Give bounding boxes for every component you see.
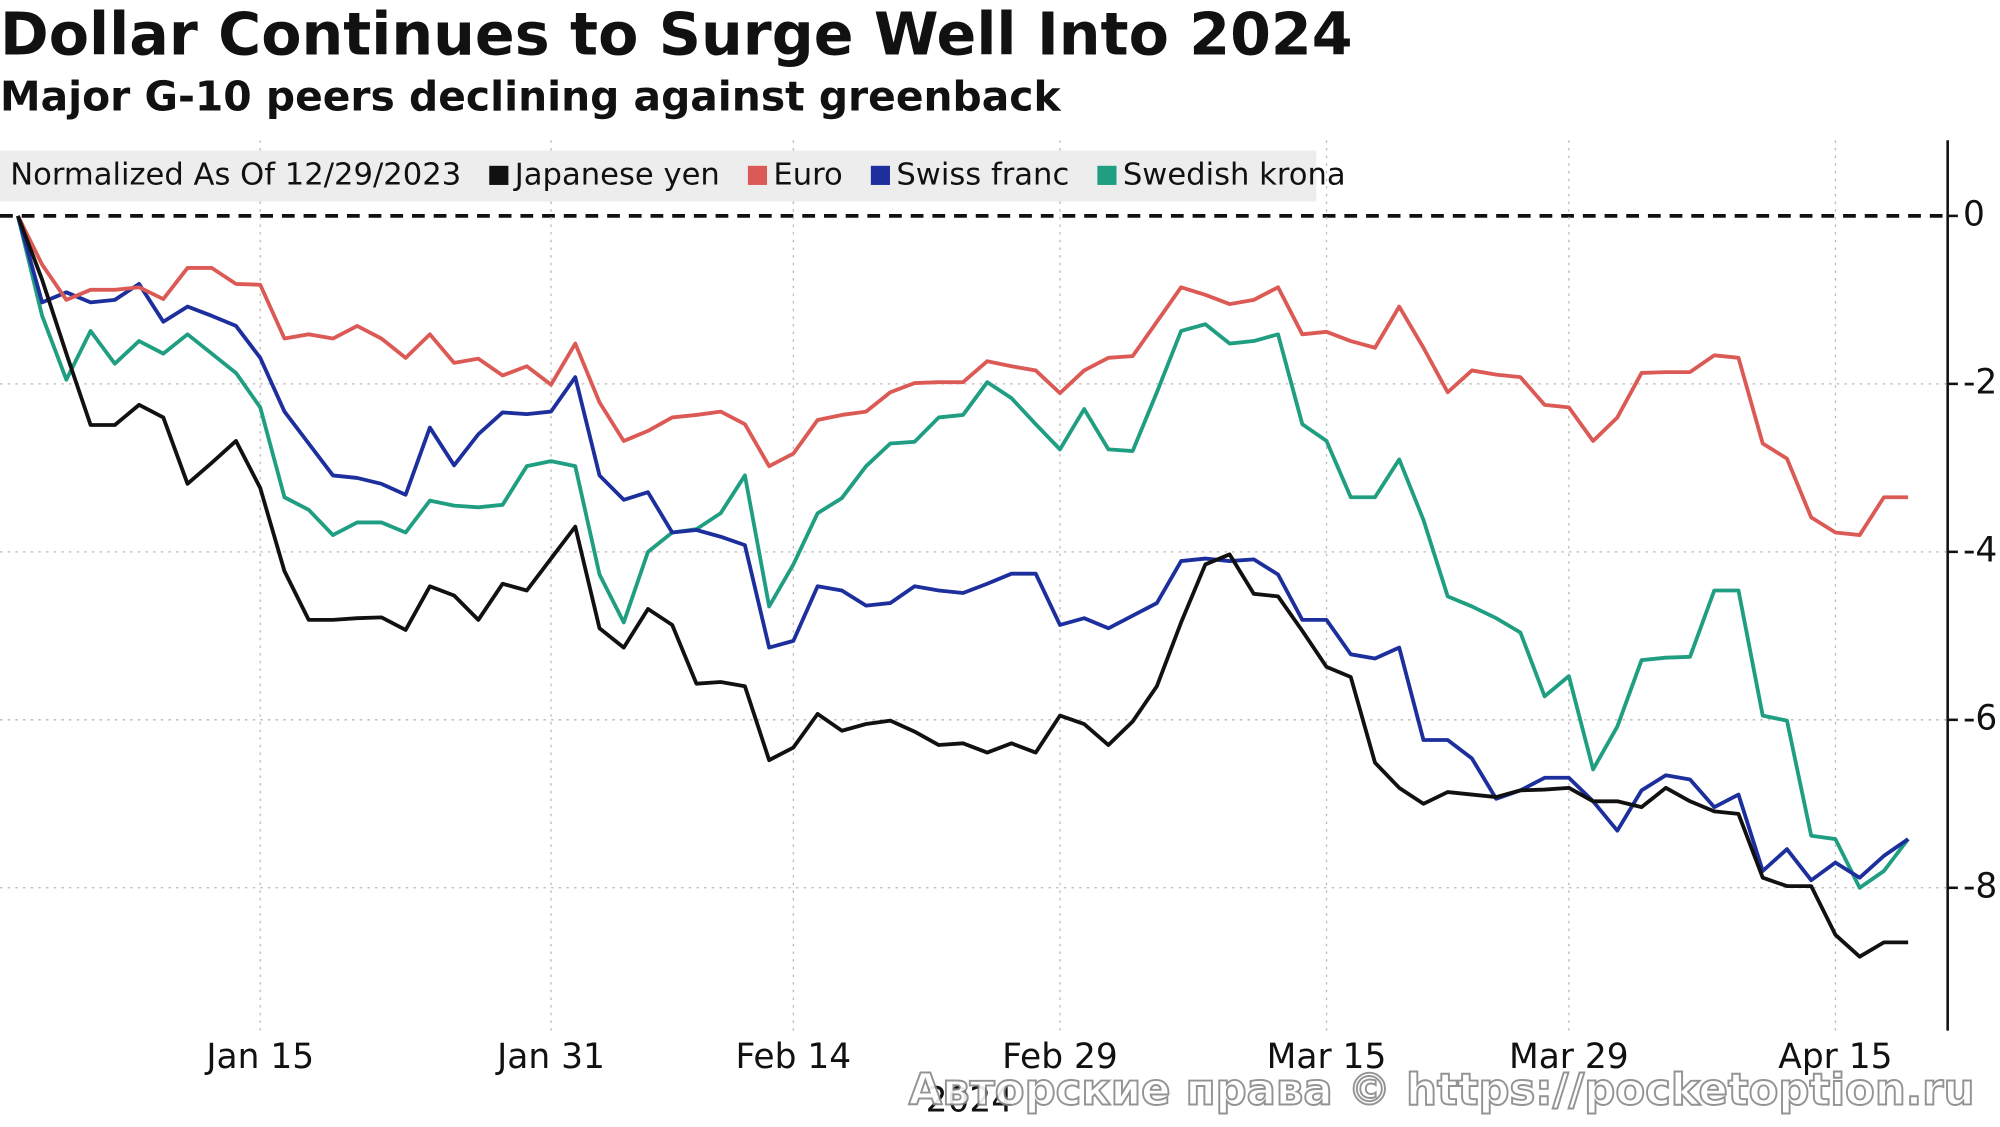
legend: Japanese yen Euro Swiss franc Swedish krona xyxy=(489,158,1346,193)
y-tick-label: -8 xyxy=(1963,866,1997,906)
y-tick-label: -4 xyxy=(1963,530,1997,570)
series-line xyxy=(16,215,1909,959)
series-line xyxy=(16,215,1910,883)
watermark: Авторские права © https://pocketoption.r… xyxy=(909,1066,1975,1116)
x-sublabel: 2024 xyxy=(926,1081,1014,1121)
x-tick-label: Mar 15 xyxy=(1267,1037,1387,1077)
series-line xyxy=(16,215,1910,890)
y-tick-label: -2 xyxy=(1963,362,1997,402)
x-tick-label: Feb 14 xyxy=(736,1037,852,1077)
legend-swatch xyxy=(870,165,890,185)
plot-lines xyxy=(16,215,1910,959)
legend-swatch xyxy=(1097,165,1117,185)
chart-subtitle: Major G-10 peers declining against green… xyxy=(0,72,1061,120)
legend-label: Japanese yen xyxy=(513,158,720,193)
series-line xyxy=(16,215,1909,537)
x-tick-label: Mar 29 xyxy=(1509,1037,1629,1077)
legend-label: Euro xyxy=(773,158,842,193)
chart-title: Dollar Continues to Surge Well Into 2024 xyxy=(0,0,1353,68)
x-tick-label: Jan 15 xyxy=(204,1037,314,1077)
legend-swatch xyxy=(489,165,509,185)
y-tick-label: -6 xyxy=(1963,698,1997,738)
grid: 0 -2 -4 -6 -8 Jan 15 Jan 31 Feb 14 Feb 29 Mar 15 M… xyxy=(0,140,1997,1077)
x-tick-label: Feb 29 xyxy=(1002,1037,1118,1077)
legend-swatch xyxy=(747,165,768,185)
legend-label: Swiss franc xyxy=(896,158,1069,193)
legend-title: Normalized As Of 12/29/2023 xyxy=(10,158,461,193)
x-tick-label: Jan 31 xyxy=(495,1037,605,1077)
legend-label: Swedish krona xyxy=(1123,158,1346,193)
legend-background xyxy=(0,150,1317,202)
y-tick-label: 0 xyxy=(1963,194,1985,234)
x-tick-label: Apr 15 xyxy=(1778,1037,1892,1077)
